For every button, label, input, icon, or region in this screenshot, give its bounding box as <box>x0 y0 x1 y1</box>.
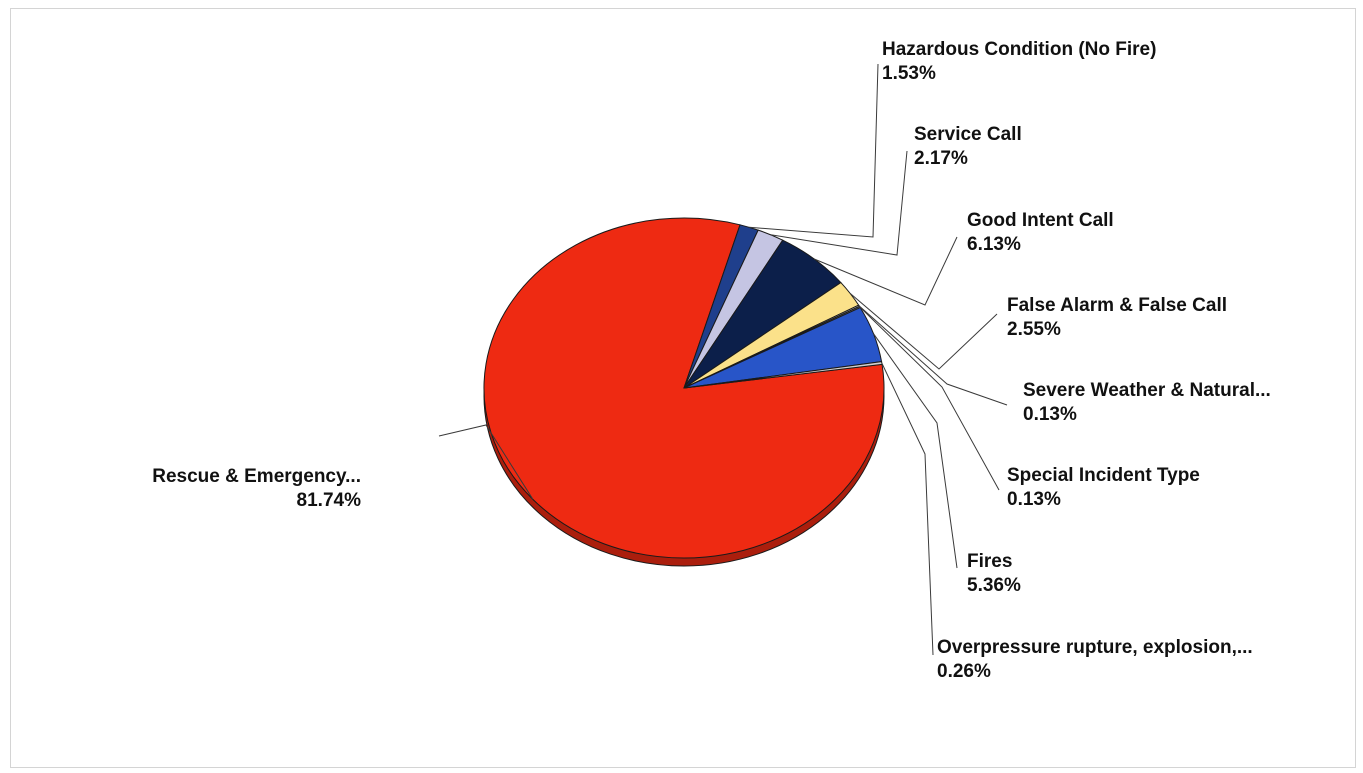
slice-label-special-incident-type: Special Incident Type <box>1007 465 1200 486</box>
slice-value-special-incident-type: 0.13% <box>1007 489 1061 510</box>
slice-label-overpressure-rupture-explosion: Overpressure rupture, explosion,... <box>937 637 1253 658</box>
slice-label-rescue-emergency: Rescue & Emergency... <box>152 466 361 487</box>
slice-value-rescue-emergency: 81.74% <box>297 490 362 511</box>
slice-value-severe-weather-natural: 0.13% <box>1023 404 1077 425</box>
leader-line-good-intent-call <box>814 236 958 306</box>
slice-label-service-call: Service Call <box>914 124 1022 145</box>
slice-label-good-intent-call: Good Intent Call <box>967 210 1114 231</box>
slice-value-fires: 5.36% <box>967 575 1021 596</box>
slice-value-service-call: 2.17% <box>914 148 968 169</box>
slice-label-false-alarm-false-call: False Alarm & False Call <box>1007 295 1227 316</box>
leader-line-special-incident-type <box>859 306 1000 491</box>
leader-line-rescue-emergency <box>438 424 534 500</box>
pie-chart: Rescue & Emergency... 81.74% Hazardous Con… <box>152 39 1271 682</box>
leader-line-fires <box>873 333 958 569</box>
slice-label-severe-weather-natural: Severe Weather & Natural... <box>1023 380 1271 401</box>
slice-label-hazardous-condition-no-fire: Hazardous Condition (No Fire) <box>882 39 1156 60</box>
slice-value-good-intent-call: 6.13% <box>967 234 1021 255</box>
slice-value-hazardous-condition-no-fire: 1.53% <box>882 63 936 84</box>
slice-value-overpressure-rupture-explosion: 0.26% <box>937 661 991 682</box>
slice-label-fires: Fires <box>967 551 1012 572</box>
leader-line-overpressure-rupture-explosion <box>881 362 934 656</box>
slice-value-false-alarm-false-call: 2.55% <box>1007 319 1061 340</box>
leader-line-service-call <box>770 150 908 256</box>
leader-line-hazardous-condition-no-fire <box>749 63 879 238</box>
leader-line-false-alarm-false-call <box>849 293 998 370</box>
leader-line-severe-weather-natural <box>858 305 1008 406</box>
chart-frame: Rescue & Emergency... 81.74% Hazardous Con… <box>10 8 1356 768</box>
